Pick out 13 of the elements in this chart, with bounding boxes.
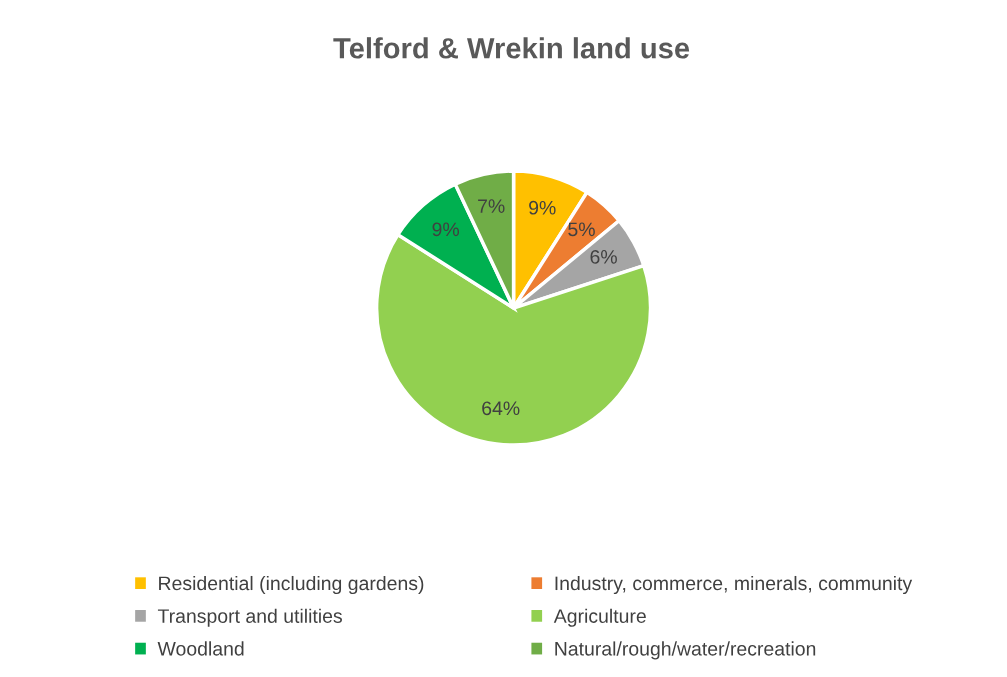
data-label: 9% [529,200,556,215]
legend-label: Industry, commerce, minerals, community [555,575,913,595]
data-label: 9% [432,222,459,237]
data-label: 5% [568,222,595,237]
legend-label: Woodland [157,641,244,656]
data-label: 7% [478,199,505,213]
legend-label: Agriculture [553,608,646,627]
legend-label: Natural/rough/water/recreation [555,641,816,660]
legend-label: Transport and utilities [157,608,342,627]
data-label: 6% [590,250,617,264]
data-label: 64% [482,401,520,416]
chart-title: Telford & Wrekin land use [333,37,690,59]
legend-label: Residential (including gardens) [159,575,424,595]
